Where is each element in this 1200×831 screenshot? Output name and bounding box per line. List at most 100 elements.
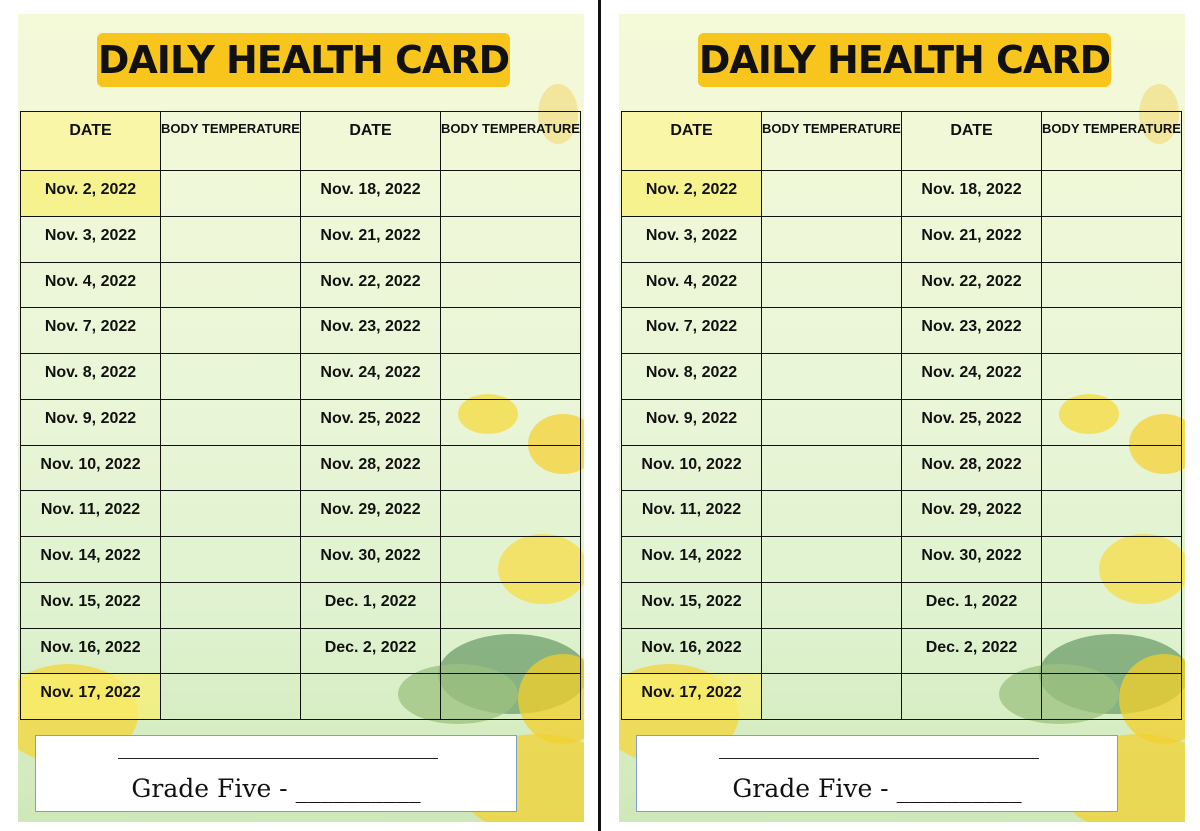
blank-line (719, 758, 1039, 759)
date-cell: Nov. 14, 2022 (20, 536, 161, 583)
date-cell: Nov. 11, 2022 (621, 490, 762, 537)
date-cell: Nov. 30, 2022 (300, 536, 441, 583)
date-cell: Nov. 16, 2022 (20, 627, 161, 675)
date-cell: Nov. 16, 2022 (621, 627, 762, 675)
temperature-cell (160, 261, 301, 309)
temperature-cell (160, 398, 301, 446)
date-cell: Nov. 8, 2022 (621, 353, 762, 400)
decoration (1129, 414, 1185, 474)
temperature-cell (440, 673, 581, 720)
temperature-cell (761, 581, 902, 629)
decoration (458, 394, 518, 434)
column-header: BODY TEMPERATURE (1041, 111, 1182, 171)
temperature-cell (440, 627, 581, 675)
temperature-cell (300, 673, 441, 720)
date-cell: Nov. 9, 2022 (621, 398, 762, 446)
date-cell: Nov. 10, 2022 (621, 444, 762, 492)
temperature-cell (440, 490, 581, 537)
temperature-cell (160, 627, 301, 675)
footer-box: Grade Five - __________ (35, 735, 517, 812)
date-cell: Dec. 1, 2022 (300, 581, 441, 629)
temperature-cell (1041, 673, 1182, 720)
decoration (528, 414, 584, 474)
date-cell: Nov. 29, 2022 (901, 490, 1042, 537)
temperature-cell (1041, 261, 1182, 309)
temperature-cell (901, 673, 1042, 720)
decoration (518, 654, 584, 744)
temperature-cell (761, 398, 902, 446)
date-cell: Nov. 28, 2022 (300, 444, 441, 492)
decoration (1099, 534, 1185, 604)
health-card: DAILY HEALTH CARD DATE BODY TEMPERATURE DAT… (18, 14, 584, 822)
date-cell: Nov. 7, 2022 (621, 307, 762, 354)
column-header: BODY TEMPERATURE (440, 111, 581, 171)
date-cell: Nov. 24, 2022 (300, 353, 441, 400)
date-cell: Nov. 17, 2022 (20, 673, 161, 720)
temperature-cell (761, 307, 902, 354)
date-cell: Nov. 14, 2022 (621, 536, 762, 583)
temperature-cell (440, 170, 581, 217)
temperature-cell (160, 215, 301, 263)
temperature-cell (160, 490, 301, 537)
temperature-cell (160, 673, 301, 720)
decoration (1059, 394, 1119, 434)
column-header: BODY TEMPERATURE (160, 111, 301, 171)
temperature-cell (440, 536, 581, 583)
temperature-cell (761, 444, 902, 492)
temperature-cell (1041, 581, 1182, 629)
footer-text: Grade Five - __________ (131, 774, 421, 803)
temperature-cell (761, 353, 902, 400)
column-header: BODY TEMPERATURE (761, 111, 902, 171)
temperature-cell (440, 215, 581, 263)
temperature-cell (440, 307, 581, 354)
date-cell: Nov. 21, 2022 (300, 215, 441, 263)
temperature-cell (1041, 536, 1182, 583)
date-cell: Nov. 29, 2022 (300, 490, 441, 537)
date-cell: Nov. 11, 2022 (20, 490, 161, 537)
temperature-cell (761, 215, 902, 263)
temperature-cell (440, 261, 581, 309)
date-cell: Nov. 3, 2022 (621, 215, 762, 263)
date-cell: Dec. 2, 2022 (300, 627, 441, 675)
temperature-cell (160, 444, 301, 492)
column-header: DATE (901, 111, 1042, 171)
temperature-cell (440, 444, 581, 492)
date-cell: Nov. 9, 2022 (20, 398, 161, 446)
temperature-cell (160, 353, 301, 400)
date-cell: Nov. 2, 2022 (621, 170, 762, 217)
blank-line (118, 758, 438, 759)
temperature-cell (761, 170, 902, 217)
date-cell: Nov. 4, 2022 (20, 261, 161, 309)
divider (598, 0, 601, 831)
column-header: DATE (300, 111, 441, 171)
date-cell: Dec. 1, 2022 (901, 581, 1042, 629)
date-cell: Nov. 21, 2022 (901, 215, 1042, 263)
date-cell: Nov. 10, 2022 (20, 444, 161, 492)
temperature-cell (160, 581, 301, 629)
footer-box: Grade Five - __________ (636, 735, 1118, 812)
date-cell: Nov. 28, 2022 (901, 444, 1042, 492)
temperature-cell (1041, 170, 1182, 217)
decoration (498, 534, 584, 604)
temperature-cell (1041, 398, 1182, 446)
date-cell: Nov. 17, 2022 (621, 673, 762, 720)
temperature-cell (160, 170, 301, 217)
temperature-cell (761, 490, 902, 537)
date-cell: Nov. 3, 2022 (20, 215, 161, 263)
date-cell: Nov. 22, 2022 (300, 261, 441, 309)
decoration (1139, 84, 1179, 144)
temperature-cell (440, 398, 581, 446)
date-cell: Nov. 18, 2022 (901, 170, 1042, 217)
temperature-cell (1041, 215, 1182, 263)
date-cell: Nov. 4, 2022 (621, 261, 762, 309)
footer-text: Grade Five - __________ (732, 774, 1022, 803)
temperature-cell (761, 261, 902, 309)
date-cell: Dec. 2, 2022 (901, 627, 1042, 675)
temperature-cell (1041, 307, 1182, 354)
decoration (538, 84, 578, 144)
column-header: DATE (621, 111, 762, 171)
temperature-cell (160, 307, 301, 354)
temperature-cell (1041, 444, 1182, 492)
temperature-cell (1041, 353, 1182, 400)
date-cell: Nov. 18, 2022 (300, 170, 441, 217)
